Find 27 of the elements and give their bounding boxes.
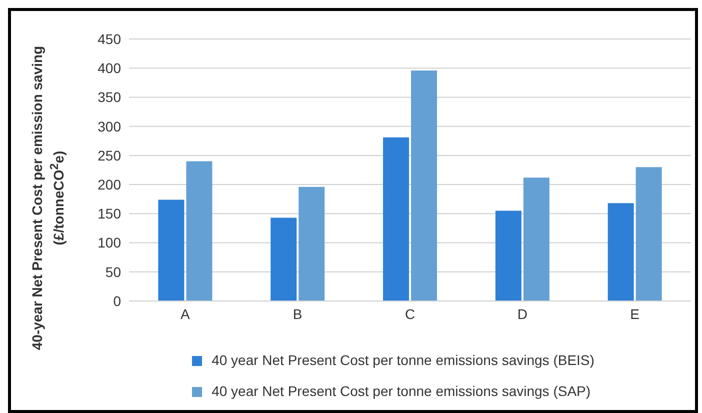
y-tick-label: 300 <box>98 118 122 134</box>
x-tick-label: B <box>292 306 302 322</box>
bar <box>608 203 634 301</box>
bar <box>298 186 325 301</box>
x-tick-label: A <box>180 306 191 322</box>
y-tick-label: 50 <box>105 264 122 280</box>
bar <box>523 178 550 301</box>
y-tick-label: 250 <box>98 147 122 164</box>
y-tick-label: 350 <box>98 89 122 106</box>
bar <box>186 161 212 301</box>
y-tick-label: 200 <box>98 176 122 193</box>
bar <box>495 210 522 301</box>
legend-label: 40 year Net Present Cost per tonne emissions savings (BEIS) <box>212 352 594 368</box>
y-tick-label: 100 <box>98 234 122 251</box>
y-tick-label: 400 <box>98 60 122 76</box>
x-tick-label: E <box>630 306 640 322</box>
x-tick-label: C <box>404 306 416 322</box>
bar <box>270 218 297 301</box>
y-tick-label: 0 <box>113 292 122 309</box>
bar <box>158 200 184 301</box>
bar <box>383 137 410 301</box>
y-tick-label: 450 <box>98 30 122 47</box>
x-tick-label: D <box>517 306 528 322</box>
bar <box>411 70 438 301</box>
y-tick-label: 150 <box>98 206 122 222</box>
legend-label: 40 year Net Present Cost per tonne emissions savings (SAP) <box>212 383 591 399</box>
bar <box>636 167 662 301</box>
